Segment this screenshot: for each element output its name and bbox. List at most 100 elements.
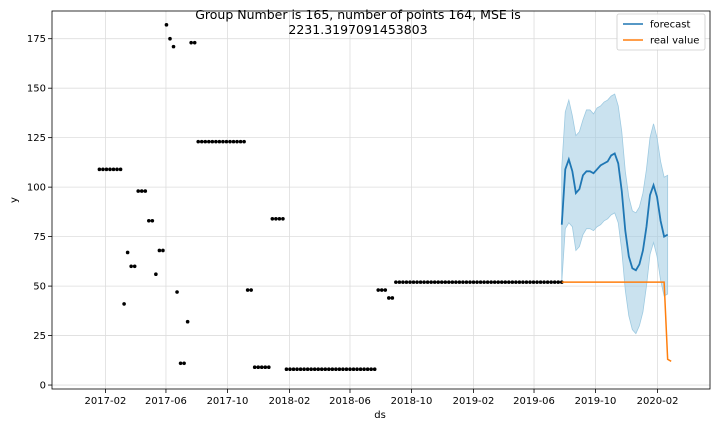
history-point [447,280,451,284]
x-tick-label: 2019-06 [513,396,555,407]
history-point [270,217,275,221]
history-point [485,280,490,284]
history-point [337,367,342,372]
history-point [288,367,292,372]
series-lines [560,152,672,362]
history-point [185,319,190,324]
history-point [552,280,557,284]
history-point [507,280,511,284]
history-point [379,288,384,292]
history-point [319,367,324,372]
x-tick-label: 2019-02 [453,396,495,407]
history-point [362,367,366,372]
history-point [150,218,155,223]
history-point [274,217,278,221]
history-point [312,367,317,372]
history-point [122,302,126,306]
history-point [316,367,321,372]
history-point [224,139,229,144]
history-point [408,280,412,284]
history-point [295,367,299,372]
y-tick-label: 25 [33,331,46,342]
real-value-line [561,281,672,362]
history-point [147,218,151,223]
history-point [203,139,208,144]
x-tick-label: 2018-02 [269,396,311,407]
history-point [182,361,186,366]
history-point [556,280,561,284]
history-point [281,217,285,221]
history-point [277,217,282,221]
history-point [143,189,148,193]
history-point [499,280,504,284]
history-point [235,139,239,144]
history-point [228,139,232,144]
history-point [108,167,112,172]
history-point [411,280,416,284]
history-point [245,288,250,292]
history-point [538,280,543,284]
history-point [404,280,409,284]
y-axis-label: y [9,197,20,203]
history-point [436,280,441,284]
history-point [192,40,197,45]
history-point [139,189,144,193]
history-point [344,367,349,372]
history-point [164,23,169,27]
history-point [168,36,172,41]
legend-forecast-label: forecast [650,20,691,31]
history-point [365,367,370,372]
history-point [199,139,204,144]
history-point [369,367,373,372]
history-point [125,250,130,255]
history-point [196,139,201,144]
history-point [432,280,437,284]
history-point [111,167,116,172]
x-tick-label: 2020-02 [637,396,679,407]
legend-real-value-label: real value [650,36,699,47]
history-point [464,280,469,284]
history-point [475,280,479,284]
x-tick-label: 2017-06 [145,396,187,407]
forecast-line [560,152,669,272]
history-point [394,280,398,284]
history-point [97,167,102,172]
y-tick-label: 50 [33,282,46,293]
history-point [118,167,123,172]
history-point [175,290,179,294]
history-point [231,139,236,144]
history-point [492,280,497,284]
y-tick-label: 75 [33,232,46,243]
x-axis-ticks: 2017-02 2017-06 2017-10 2018-02 2018-06 2018-… [85,389,679,407]
history-point [514,280,518,284]
forecast-interval [561,93,669,335]
history-point [302,367,306,372]
history-point [291,367,296,372]
history-point [104,167,109,172]
history-point [298,367,303,372]
history-point [129,264,133,269]
history-point [549,280,553,284]
history-point [429,280,433,284]
history-point [503,280,508,284]
history-point [439,280,444,284]
history-point [450,280,455,284]
x-tick-label: 2017-02 [85,396,127,407]
history-point [351,367,356,372]
history-point [372,367,377,372]
legend: forecast real value [616,13,706,51]
history-point [482,280,486,284]
gridlines [52,11,710,389]
history-point [397,280,402,284]
plot-frame [51,10,711,390]
history-point [376,288,381,292]
history-point [341,367,345,372]
x-axis-label: ds [374,410,386,421]
history-point [252,365,257,370]
history-point [157,248,162,253]
history-point [524,280,529,284]
history-point [358,367,363,372]
chart-title-line-1: Group Number is 165, number of points 16… [195,7,521,22]
